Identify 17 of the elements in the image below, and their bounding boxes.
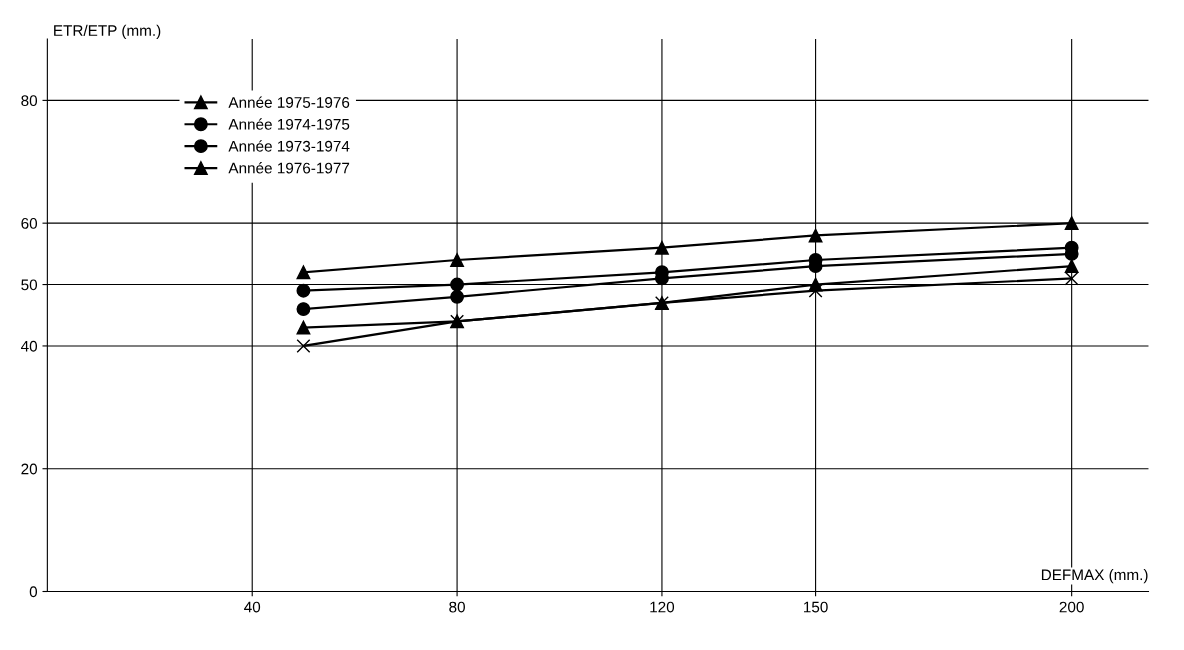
- x-tick-label: 80: [449, 601, 465, 613]
- x-tick-label: 40: [244, 601, 261, 613]
- y-tick-label: 50: [21, 279, 38, 291]
- x-tick-label: 120: [650, 601, 675, 613]
- y-tick-label: 60: [21, 218, 38, 229]
- x-tick-label: 200: [1059, 601, 1084, 613]
- legend-label: Année 1975-1976: [228, 96, 350, 108]
- legend-label: Année 1974-1975: [228, 118, 350, 130]
- y-tick-label: 40: [21, 340, 38, 352]
- y-tick-label: 0: [29, 586, 38, 598]
- legend-label: Année 1973-1974: [228, 140, 350, 152]
- legend-label: Année 1976-1977: [228, 162, 350, 174]
- x-tick-label: 150: [804, 601, 828, 613]
- x-axis-title: DEFMAX (mm.): [1041, 568, 1148, 584]
- y-axis-title: ETR/ETP (mm.): [54, 24, 161, 39]
- y-tick-label: 20: [21, 463, 38, 475]
- y-tick-label: 80: [21, 95, 38, 107]
